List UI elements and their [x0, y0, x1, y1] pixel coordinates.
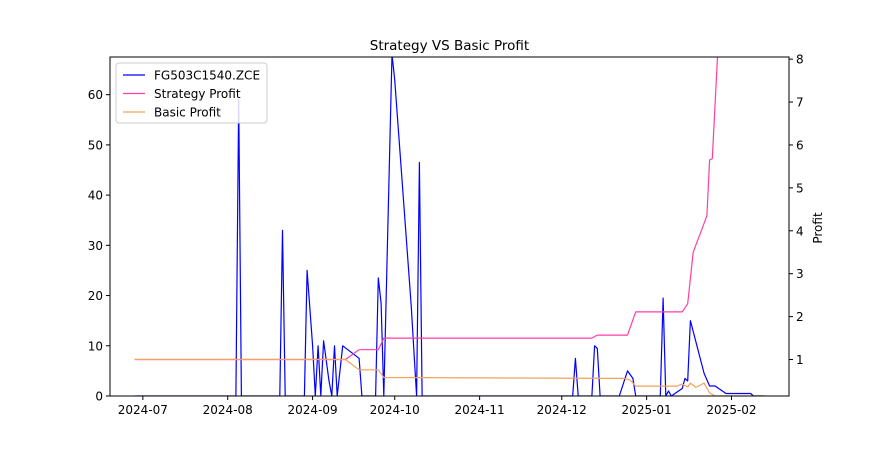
left-y-tick-label: 0	[95, 390, 103, 404]
right-y-tick-label: 8	[796, 53, 804, 67]
left-y-tick-label: 10	[88, 339, 103, 353]
series-group	[134, 57, 765, 396]
right-axis-label: Profit	[811, 212, 825, 244]
plot-frame	[109, 56, 790, 397]
right-y-tick-label: 2	[796, 310, 804, 324]
left-y-tick-label: 30	[88, 239, 103, 253]
legend-box	[115, 62, 268, 124]
left-y-tick-label: 20	[88, 289, 103, 303]
axes: 2024-07 2024-08 2024-09 2024-10 2024-11 2024-…	[88, 53, 804, 417]
x-tick-label: 2024-11	[455, 403, 505, 417]
x-tick-label: 2025-02	[706, 403, 756, 417]
x-tick-label: 2024-08	[203, 403, 253, 417]
right-y-tick-label: 4	[796, 224, 804, 238]
right-y-tick-label: 3	[796, 267, 804, 281]
x-tick-label: 2024-09	[288, 403, 338, 417]
x-tick-label: 2024-10	[370, 403, 420, 417]
legend-label-strategy-profit: Strategy Profit	[154, 87, 241, 101]
left-y-tick-label: 40	[88, 189, 103, 203]
legend: FG503C1540.ZCE Strategy Profit Basic Profi…	[115, 62, 268, 124]
series-line-fg503c1540-zce	[134, 57, 765, 396]
series-line-strategy-profit	[134, 57, 719, 361]
x-tick-label: 2025-01	[622, 403, 672, 417]
x-tick-label: 2024-07	[118, 403, 168, 417]
series-line-basic-profit	[134, 358, 765, 396]
right-y-tick-label: 5	[796, 181, 804, 195]
right-y-tick-label: 6	[796, 138, 804, 152]
left-y-tick-label: 50	[88, 138, 103, 152]
right-y-tick-label: 7	[796, 96, 804, 110]
right-y-tick-label: 1	[796, 353, 804, 367]
left-y-tick-label: 60	[88, 88, 103, 102]
legend-label-basic-profit: Basic Profit	[154, 106, 221, 120]
legend-label-fg503c1540-zce: FG503C1540.ZCE	[154, 69, 260, 83]
plot-area	[134, 57, 765, 396]
x-tick-label: 2024-12	[537, 403, 587, 417]
chart-title: Strategy VS Basic Profit	[370, 38, 529, 54]
